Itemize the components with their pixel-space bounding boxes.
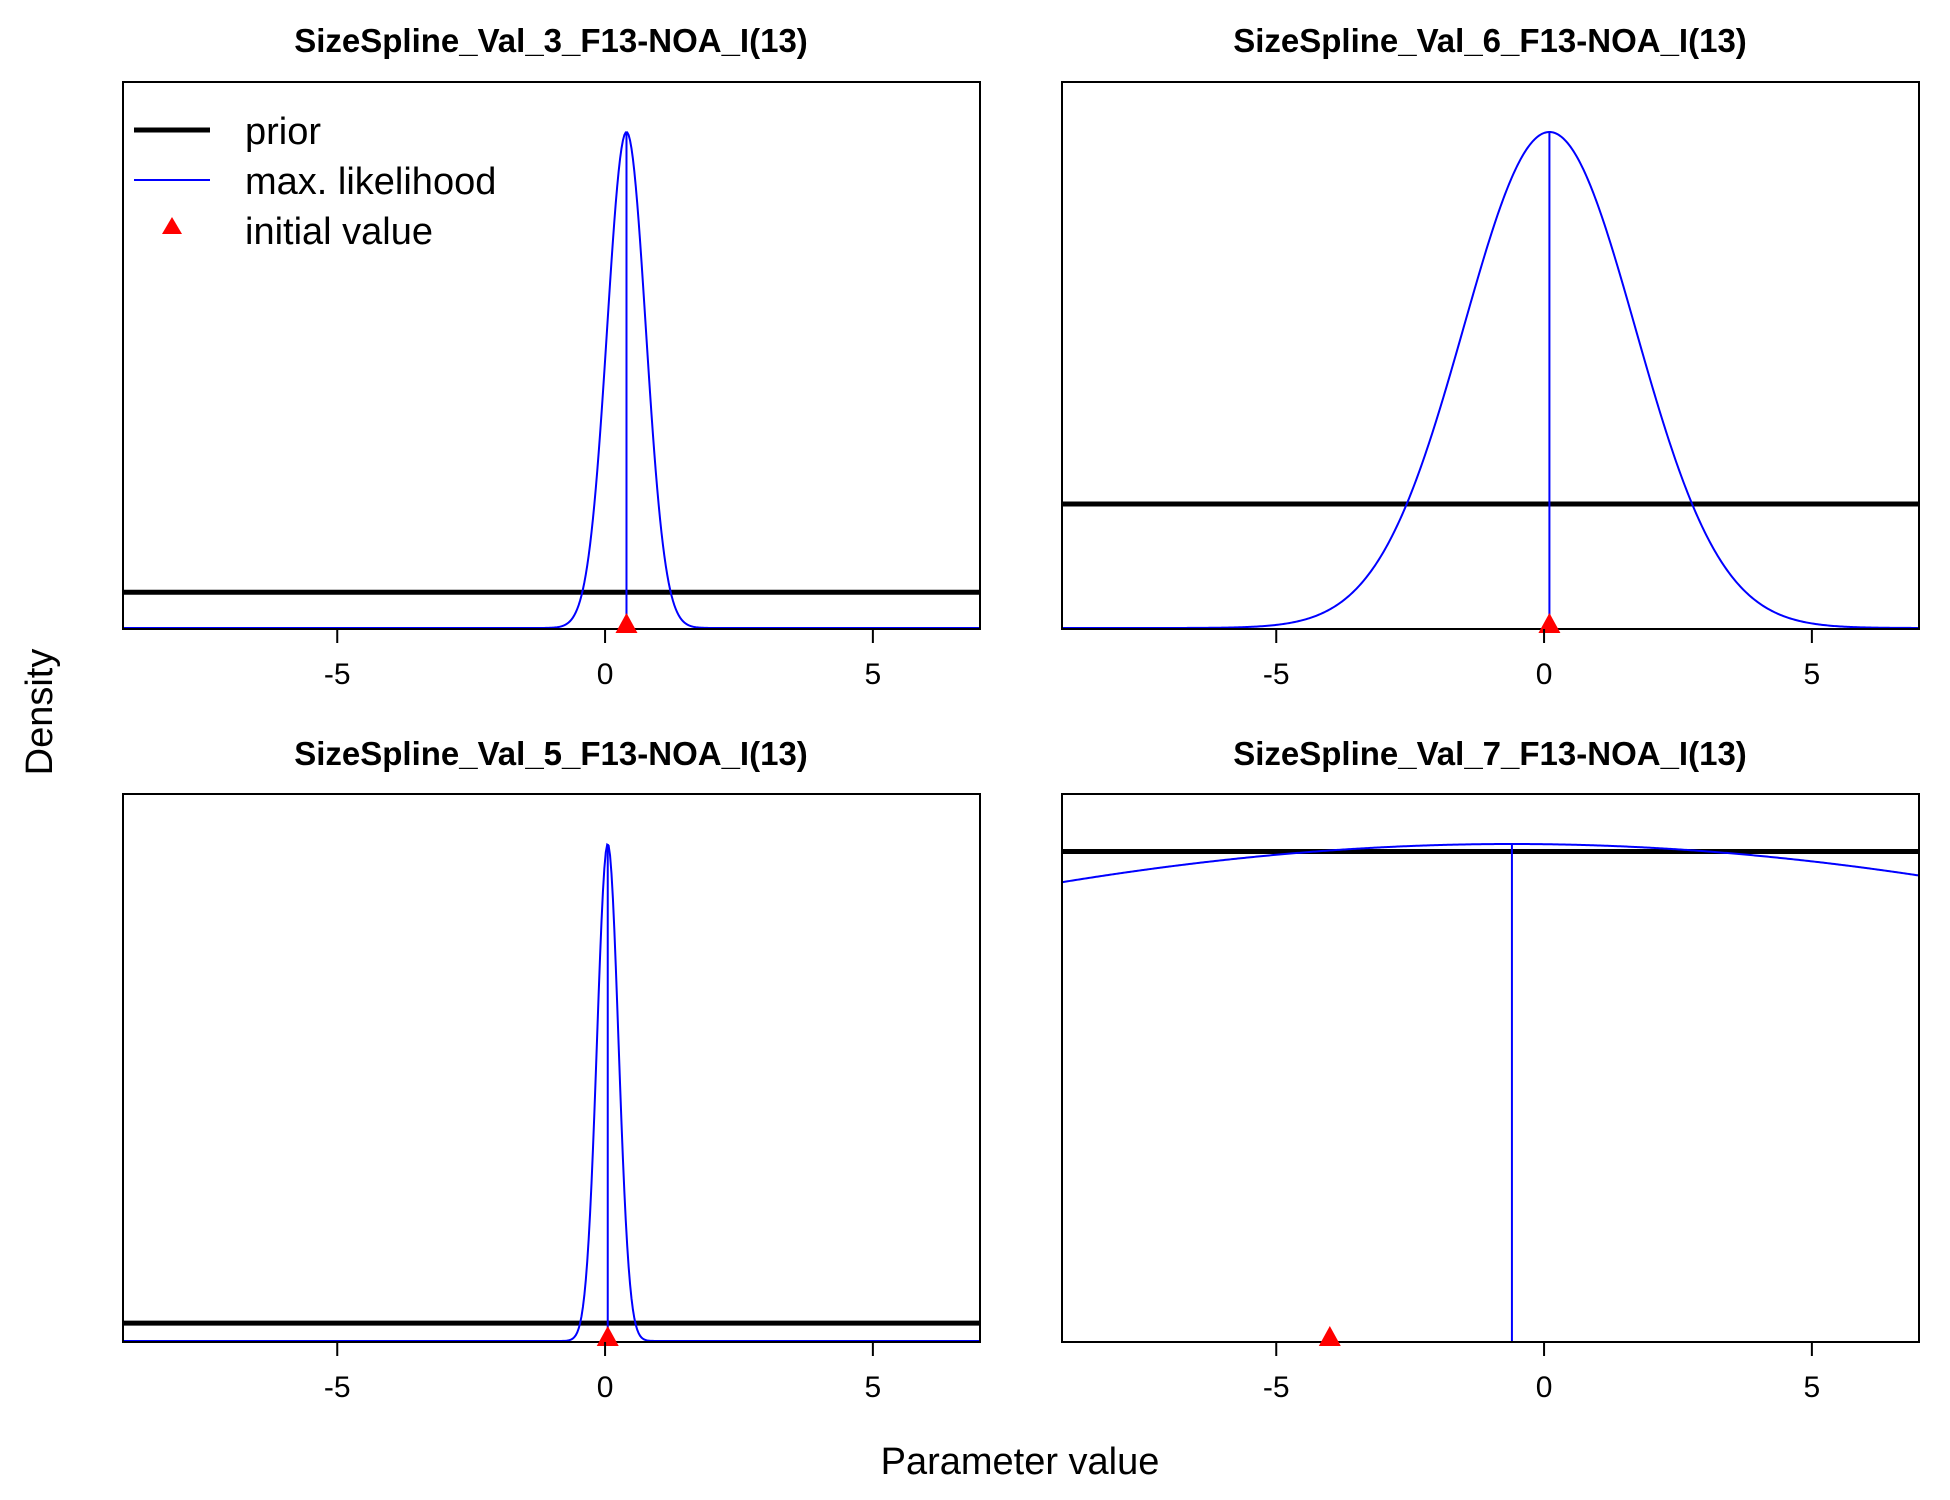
- legend-likelihood-label: max. likelihood: [245, 161, 496, 203]
- plot-area: [1062, 843, 1919, 1341]
- x-tick-label: 5: [1804, 1371, 1821, 1404]
- x-tick-label: -5: [1263, 1371, 1290, 1404]
- likelihood-curve: [123, 842, 980, 1342]
- x-axis-title: Parameter value: [881, 1441, 1160, 1483]
- panel-frame: [1061, 793, 1920, 1343]
- panel-title: SizeSpline_Val_7_F13-NOA_I(13): [1233, 735, 1747, 772]
- legend: prior max. likelihood initial value: [134, 111, 496, 253]
- x-tick-label: 0: [597, 658, 614, 691]
- panel-frame: [122, 793, 981, 1343]
- plot-area: [123, 842, 980, 1342]
- legend-initial-swatch: [162, 217, 182, 234]
- panel-title: SizeSpline_Val_5_F13-NOA_I(13): [294, 735, 808, 772]
- panel-sizespline-val-5: SizeSpline_Val_5_F13-NOA_I(13) -5 0 5: [122, 735, 981, 1404]
- x-tick-label: 0: [597, 1371, 614, 1404]
- panel-sizespline-val-3: SizeSpline_Val_3_F13-NOA_I(13) -5 0 5: [122, 22, 981, 691]
- panel-sizespline-val-6: SizeSpline_Val_6_F13-NOA_I(13) -5 0 5: [1061, 22, 1920, 691]
- panel-title: SizeSpline_Val_6_F13-NOA_I(13): [1233, 22, 1747, 59]
- likelihood-curve: [1062, 130, 1919, 629]
- panel-sizespline-val-7: SizeSpline_Val_7_F13-NOA_I(13) -5 0 5: [1061, 735, 1920, 1404]
- x-tick-label: 5: [1804, 658, 1821, 691]
- x-tick-label: -5: [1263, 658, 1290, 691]
- panel-frame: [122, 81, 981, 630]
- plot-area: [1062, 130, 1919, 629]
- y-axis-title: Density: [19, 649, 61, 776]
- likelihood-curve: [123, 131, 980, 629]
- x-tick-label: 5: [865, 658, 882, 691]
- plot-area: [123, 131, 980, 629]
- x-tick-label: 5: [865, 1371, 882, 1404]
- x-tick-label: 0: [1536, 1371, 1553, 1404]
- x-tick-label: -5: [324, 658, 351, 691]
- initial-value-marker: [1538, 613, 1561, 633]
- x-tick-label: 0: [1536, 658, 1553, 691]
- likelihood-curve: [1062, 843, 1919, 884]
- x-tick-label: -5: [324, 1371, 351, 1404]
- panel-title: SizeSpline_Val_3_F13-NOA_I(13): [294, 22, 808, 59]
- initial-value-marker: [596, 1326, 619, 1346]
- initial-value-marker: [1318, 1326, 1341, 1346]
- panel-frame: [1061, 81, 1920, 630]
- legend-initial-label: initial value: [245, 211, 433, 253]
- legend-prior-label: prior: [245, 111, 321, 153]
- initial-value-marker: [615, 613, 638, 633]
